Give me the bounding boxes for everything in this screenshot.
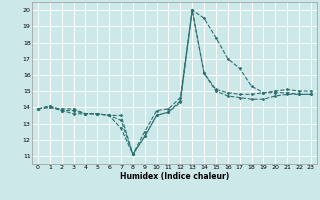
X-axis label: Humidex (Indice chaleur): Humidex (Indice chaleur) <box>120 172 229 181</box>
